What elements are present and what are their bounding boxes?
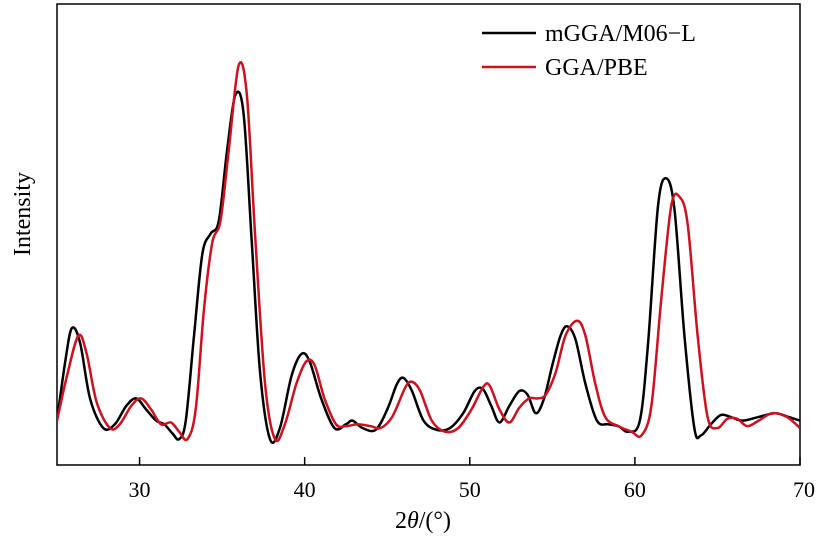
plot-area: 30 40 50 60 70 bbox=[56, 3, 815, 502]
x-axis-label: 2θ/(°) bbox=[395, 508, 451, 534]
y-axis-label: Intensity bbox=[10, 172, 36, 256]
x-ticks: 30 40 50 60 70 bbox=[129, 457, 815, 502]
x-axis-label-symbol: θ bbox=[407, 508, 419, 534]
x-axis-label-suffix: /(°) bbox=[419, 508, 451, 534]
x-tick-label-30: 30 bbox=[129, 477, 151, 502]
series-line-mgga bbox=[57, 90, 800, 444]
series-layer bbox=[57, 60, 800, 444]
x-tick-label-60: 60 bbox=[624, 477, 646, 502]
x-axis-label-prefix: 2 bbox=[395, 508, 407, 534]
legend-label-gga: GGA/PBE bbox=[545, 55, 648, 81]
x-tick-label-70: 70 bbox=[793, 477, 815, 502]
legend-label-mgga: mGGA/M06−L bbox=[545, 21, 696, 47]
plot-frame bbox=[56, 3, 801, 466]
x-tick-label-50: 50 bbox=[459, 477, 481, 502]
series-line-gga bbox=[57, 60, 800, 443]
x-tick-label-40: 40 bbox=[294, 477, 316, 502]
legend: mGGA/M06−L GGA/PBE bbox=[482, 21, 696, 81]
